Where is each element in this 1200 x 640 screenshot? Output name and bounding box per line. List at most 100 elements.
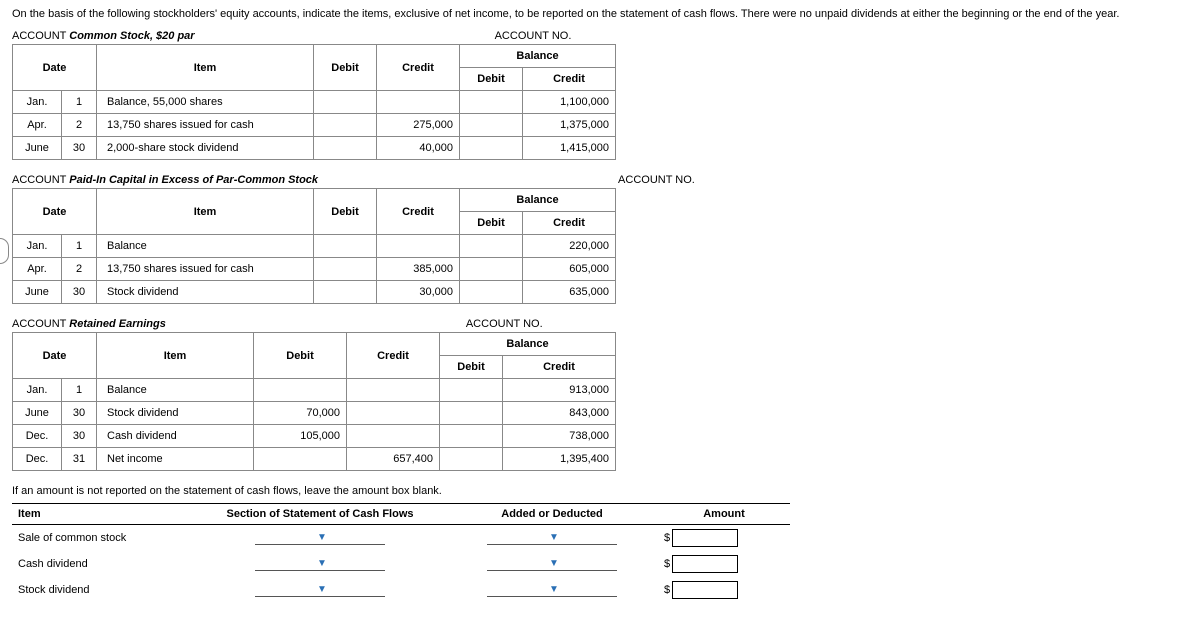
account-no-label: ACCOUNT NO. (495, 30, 572, 42)
cell-credit (347, 379, 440, 402)
cell-month: June (13, 281, 62, 304)
ledger-table: DateItemDebitCreditBalanceDebitCreditJan… (12, 332, 616, 471)
added-dropdown[interactable]: ▼ (487, 557, 617, 571)
cell-month: Dec. (13, 425, 62, 448)
ans-h-amount: Amount (658, 504, 790, 525)
added-dropdown[interactable]: ▼ (487, 583, 617, 597)
col-date: Date (13, 189, 97, 235)
ans-h-item: Item (12, 504, 194, 525)
cell-month: Jan. (13, 379, 62, 402)
cell-bal-credit: 913,000 (503, 379, 616, 402)
cell-day: 1 (62, 91, 97, 114)
ledger-row: Apr.213,750 shares issued for cash385,00… (13, 258, 616, 281)
cell-bal-credit: 1,375,000 (523, 114, 616, 137)
cell-credit (377, 235, 460, 258)
cell-credit (347, 402, 440, 425)
cell-bal-debit (440, 448, 503, 471)
answer-row: Cash dividend▼▼$ (12, 551, 790, 577)
chevron-down-icon: ▼ (317, 584, 327, 595)
answer-row: Sale of common stock▼▼$ (12, 525, 790, 552)
col-item: Item (97, 333, 254, 379)
col-date: Date (13, 333, 97, 379)
cell-month: Dec. (13, 448, 62, 471)
account-name: Paid-In Capital in Excess of Par-Common … (69, 174, 318, 186)
cell-item: Stock dividend (97, 281, 314, 304)
section-dropdown[interactable]: ▼ (255, 583, 385, 597)
account-label: ACCOUNT (12, 318, 66, 330)
cell-bal-debit (460, 235, 523, 258)
chevron-down-icon: ▼ (549, 584, 559, 595)
cell-credit: 40,000 (377, 137, 460, 160)
cell-debit (314, 235, 377, 258)
dollar-sign: $ (664, 584, 670, 596)
cell-bal-credit: 635,000 (523, 281, 616, 304)
cell-day: 31 (62, 448, 97, 471)
ledger-row: June30Stock dividend70,000843,000 (13, 402, 616, 425)
cell-bal-debit (460, 91, 523, 114)
added-dropdown[interactable]: ▼ (487, 531, 617, 545)
cell-debit (314, 281, 377, 304)
cell-month: June (13, 402, 62, 425)
col-balance: Balance (460, 45, 616, 68)
col-debit: Debit (314, 189, 377, 235)
amount-input[interactable] (672, 581, 738, 599)
cell-item: Stock dividend (97, 402, 254, 425)
cell-bal-credit: 1,395,400 (503, 448, 616, 471)
answer-row: Stock dividend▼▼$ (12, 577, 790, 603)
cell-item: Balance (97, 235, 314, 258)
cell-day: 30 (62, 425, 97, 448)
col-bal-debit: Debit (460, 68, 523, 91)
col-bal-credit: Credit (503, 356, 616, 379)
cell-item: Cash dividend (97, 425, 254, 448)
cell-month: Apr. (13, 114, 62, 137)
section-dropdown[interactable]: ▼ (255, 531, 385, 545)
ledger-row: Dec.30Cash dividend105,000738,000 (13, 425, 616, 448)
cell-bal-credit: 1,100,000 (523, 91, 616, 114)
cell-bal-debit (460, 114, 523, 137)
cell-debit (254, 379, 347, 402)
cell-month: Apr. (13, 258, 62, 281)
ledger-row: Apr.213,750 shares issued for cash 275,00… (13, 114, 616, 137)
ledger-row: June30Stock dividend 30,000 635,000 (13, 281, 616, 304)
col-credit: Credit (377, 189, 460, 235)
section-dropdown[interactable]: ▼ (255, 557, 385, 571)
cell-bal-credit: 220,000 (523, 235, 616, 258)
answer-table: Item Section of Statement of Cash Flows … (12, 503, 790, 603)
cell-credit: 657,400 (347, 448, 440, 471)
cell-credit (347, 425, 440, 448)
cell-debit (254, 448, 347, 471)
account-no-label: ACCOUNT NO. (466, 318, 543, 330)
cell-day: 2 (62, 114, 97, 137)
cell-credit: 385,000 (377, 258, 460, 281)
cell-bal-debit (440, 425, 503, 448)
cell-credit (377, 91, 460, 114)
cell-debit (314, 258, 377, 281)
cell-day: 30 (62, 281, 97, 304)
cell-item: Balance, 55,000 shares (97, 91, 314, 114)
cell-bal-debit (460, 258, 523, 281)
cell-credit: 275,000 (377, 114, 460, 137)
amount-input[interactable] (672, 529, 738, 547)
cell-item: 13,750 shares issued for cash (97, 114, 314, 137)
cell-day: 30 (62, 402, 97, 425)
cell-bal-debit (440, 379, 503, 402)
account-header: ACCOUNT Retained Earnings ACCOUNT NO. (12, 318, 1188, 330)
col-debit: Debit (314, 45, 377, 91)
cell-month: June (13, 137, 62, 160)
cell-debit (314, 91, 377, 114)
account-name: Retained Earnings (69, 318, 166, 330)
col-balance: Balance (440, 333, 616, 356)
ans-item: Sale of common stock (12, 525, 194, 552)
col-date: Date (13, 45, 97, 91)
account-label: ACCOUNT (12, 174, 66, 186)
cell-credit: 30,000 (377, 281, 460, 304)
cell-bal-debit (460, 137, 523, 160)
ledger-row: Jan.1Balance, 55,000 shares 1,100,000 (13, 91, 616, 114)
amount-input[interactable] (672, 555, 738, 573)
col-item: Item (97, 189, 314, 235)
cell-debit: 70,000 (254, 402, 347, 425)
col-bal-debit: Debit (440, 356, 503, 379)
side-tab-handle[interactable] (0, 238, 9, 264)
cell-month: Jan. (13, 91, 62, 114)
chevron-down-icon: ▼ (549, 558, 559, 569)
